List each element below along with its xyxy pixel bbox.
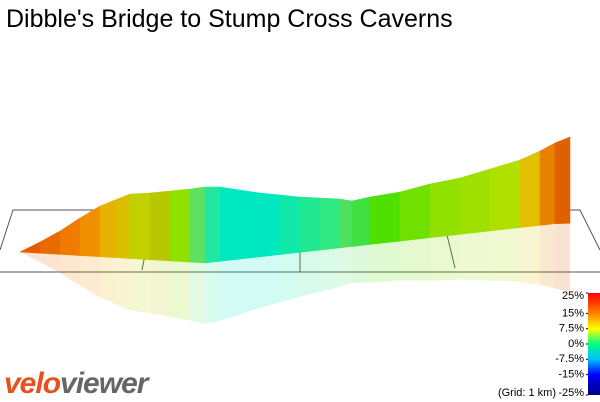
profile-strip	[79, 205, 101, 258]
grid-note: (Grid: 1 km)	[498, 387, 556, 399]
colorbar-tick-label: -15%	[558, 369, 584, 381]
reflection	[320, 247, 340, 292]
profile-strip	[114, 193, 131, 259]
reflection	[460, 230, 490, 281]
profile-strip	[19, 241, 41, 254]
reflection	[40, 253, 60, 274]
profile-strip	[539, 142, 556, 226]
reflection	[490, 227, 520, 282]
reflection	[540, 223, 555, 289]
reflection	[430, 234, 460, 281]
profile-strip	[149, 190, 171, 262]
reflection	[100, 256, 115, 304]
colorbar	[588, 293, 600, 395]
profile-strip	[429, 177, 461, 239]
reflection	[300, 250, 320, 297]
reflection	[115, 257, 130, 311]
reflection	[260, 254, 280, 308]
reflection	[190, 262, 205, 324]
profile-strip	[489, 159, 521, 232]
profile-strip	[554, 136, 571, 224]
profile-strip	[99, 199, 116, 258]
chart-title: Dibble's Bridge to Stump Cross Caverns	[6, 5, 453, 33]
profile-strip	[399, 183, 431, 242]
logo-right: viewer	[60, 367, 151, 400]
reflection	[370, 241, 400, 283]
profile-strip	[219, 186, 241, 262]
profile-strip	[319, 197, 341, 251]
colorbar-tick-label: -25%	[558, 387, 584, 399]
profile-strip	[204, 186, 221, 264]
colorbar-tick-label: 0%	[568, 338, 584, 350]
reflection	[280, 252, 300, 303]
reflection	[80, 255, 100, 298]
reflection	[170, 260, 190, 321]
profile-strip	[39, 230, 61, 255]
profile-strip	[129, 192, 151, 260]
reflection	[220, 259, 240, 321]
colorbar-tick-label: 15%	[562, 307, 584, 319]
reflection	[340, 246, 352, 287]
reflection	[240, 256, 260, 315]
reflection	[130, 258, 150, 314]
colorbar-tick-label: 7.5%	[559, 323, 584, 335]
logo: veloviewer	[4, 367, 151, 400]
reflection	[20, 252, 40, 263]
logo-left: velo	[4, 367, 61, 400]
profile-strip	[169, 188, 191, 263]
colorbar-tick-label: 25%	[562, 290, 584, 302]
profile-strip	[369, 191, 401, 245]
reflection	[205, 261, 220, 324]
profile-strip	[459, 168, 491, 235]
profile-ribbon	[19, 136, 571, 324]
profile-strip	[339, 198, 353, 249]
profile-strip	[279, 194, 301, 255]
profile-strip	[351, 196, 371, 247]
reflection	[150, 259, 170, 317]
profile-strip	[519, 150, 541, 228]
reflection	[60, 254, 80, 286]
reflection	[352, 244, 370, 283]
profile-strip	[59, 217, 81, 256]
colorbar-tick-label: -7.5%	[555, 353, 584, 365]
reflection	[520, 225, 540, 285]
reflection	[555, 223, 570, 293]
profile-strip	[299, 196, 321, 253]
profile-strip	[259, 192, 281, 258]
profile-strip	[189, 186, 206, 264]
reflection	[400, 237, 430, 281]
profile-strip	[239, 189, 261, 260]
